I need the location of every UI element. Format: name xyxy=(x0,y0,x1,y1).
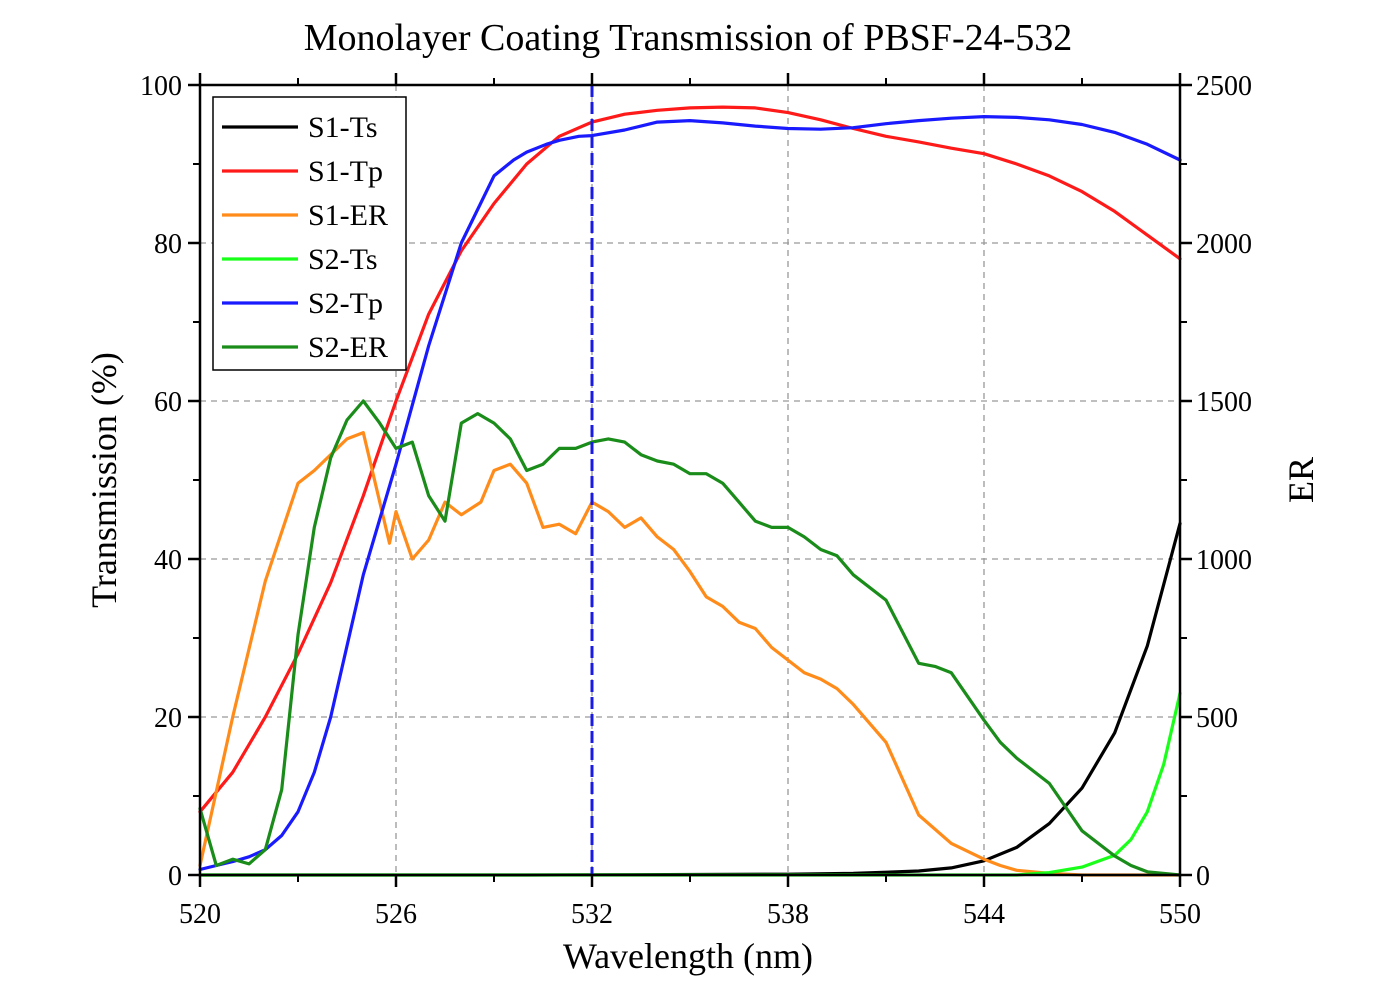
y2-tick-label: 500 xyxy=(1196,703,1238,734)
y-tick-label: 100 xyxy=(140,71,182,102)
legend-label-s2-er: S2-ER xyxy=(308,331,388,364)
y-tick-label: 20 xyxy=(154,703,182,734)
y2-tick-label: 2500 xyxy=(1196,71,1252,102)
series-layer xyxy=(198,105,1182,877)
legend-label-s1-er: S1-ER xyxy=(308,199,388,232)
y-tick-label: 0 xyxy=(168,861,182,892)
y2-tick-label: 2000 xyxy=(1196,229,1252,260)
grid-lines xyxy=(200,85,1180,875)
x-tick-label: 550 xyxy=(1159,899,1201,930)
y2-tick-label: 1000 xyxy=(1196,545,1252,576)
legend-label-s2-tp: S2-Tp xyxy=(308,287,383,320)
legend-label-s2-ts: S2-Ts xyxy=(308,243,378,276)
y2-axis-title: ER xyxy=(1281,457,1321,503)
legend: S1-Ts S1-Tp S1-ER S2-Ts S2-Tp S2-ER xyxy=(212,96,407,371)
series-line-s2-ts xyxy=(198,691,1182,877)
y2-tick-label: 1500 xyxy=(1196,387,1252,418)
legend-label-s1-tp: S1-Tp xyxy=(308,155,383,188)
y-axis-title: Transmission (%) xyxy=(84,352,124,608)
y2-tick-label: 0 xyxy=(1196,861,1210,892)
x-tick-label: 526 xyxy=(375,899,417,930)
tick-labels: 520 526 532 538 544 5500204060801000500100015… xyxy=(140,71,1252,930)
chart-title: Monolayer Coating Transmission of PBSF-2… xyxy=(304,17,1073,59)
series-line-s1-ts xyxy=(198,521,1182,877)
series-line-s2-er xyxy=(198,399,1182,877)
x-tick-label: 520 xyxy=(179,899,221,930)
y-tick-label: 60 xyxy=(154,387,182,418)
x-tick-label: 538 xyxy=(767,899,809,930)
legend-box xyxy=(212,96,407,371)
y-tick-label: 80 xyxy=(154,229,182,260)
y-tick-label: 40 xyxy=(154,545,182,576)
series-line-s2-tp xyxy=(198,114,1182,872)
series-line-s1-er xyxy=(198,431,1182,877)
x-axis-title: Wavelength (nm) xyxy=(563,936,813,976)
x-tick-label: 532 xyxy=(571,899,613,930)
legend-label-s1-ts: S1-Ts xyxy=(308,111,378,144)
axis-ticks xyxy=(188,73,1192,887)
x-tick-label: 544 xyxy=(963,899,1005,930)
series-line-s1-tp xyxy=(198,105,1182,814)
